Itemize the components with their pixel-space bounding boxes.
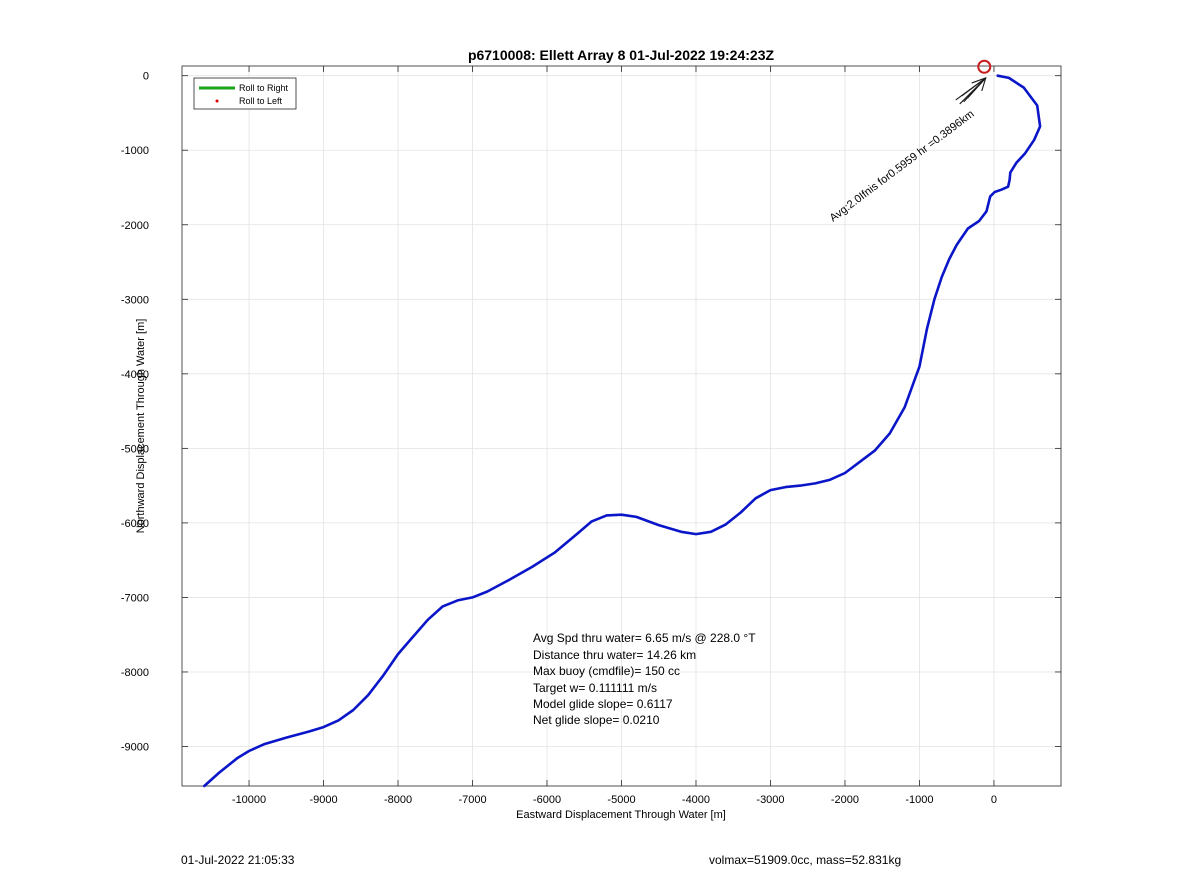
x-axis-label: Eastward Displacement Through Water [m] [516, 809, 726, 821]
y-axis-label: Northward Displacement Through Water [m] [135, 319, 147, 534]
current-vector [961, 77, 987, 97]
x-tick-label: -7000 [458, 794, 486, 806]
x-tick-label: -4000 [682, 794, 710, 806]
y-tick-label: -2000 [121, 220, 149, 232]
current-arrowhead [971, 77, 987, 92]
legend-box [193, 77, 297, 110]
stats-line: Target w= 0.111111 m/s [533, 681, 657, 695]
y-tick-label: -8000 [121, 667, 149, 679]
stats-line: Net glide slope= 0.0210 [533, 713, 660, 727]
x-tick-label: -6000 [533, 794, 561, 806]
y-tick-label: -7000 [121, 592, 149, 604]
x-tick-label: -8000 [384, 794, 412, 806]
stats-line: Distance thru water= 14.26 km [533, 648, 696, 662]
footer-timestamp: 01-Jul-2022 21:05:33 [181, 853, 295, 867]
stats-line: Max buoy (cmdfile)= 150 cc [533, 664, 680, 678]
x-tick-label: -1000 [905, 794, 933, 806]
legend-label-roll-left: Roll to Left [239, 96, 283, 106]
stats-line: Avg Spd thru water= 6.65 m/s @ 228.0 °T [533, 631, 756, 645]
y-tick-label: -1000 [121, 145, 149, 157]
x-tick-label: 0 [991, 794, 997, 806]
axis-ticks: -10000 -9000 -8000 -7000 -6000 -5000 -4000 -300… [121, 66, 1061, 806]
y-tick-label: -9000 [121, 741, 149, 753]
y-tick-label: -4000 [121, 369, 149, 381]
chart-title: p6710008: Ellett Array 8 01-Jul-2022 19:… [468, 47, 775, 63]
legend-swatch-roll-left [215, 99, 219, 103]
legend-label-roll-right: Roll to Right [239, 83, 289, 93]
x-tick-label: -5000 [607, 794, 635, 806]
series-layer [203, 59, 1042, 788]
track-line [203, 74, 1042, 788]
current-vector [967, 77, 987, 99]
annotation-layer [955, 77, 987, 105]
x-tick-label: -2000 [831, 794, 859, 806]
footer-summary: volmax=51909.0cc, mass=52.831kg [709, 853, 902, 867]
legend: Roll to Right Roll to Left [193, 77, 297, 110]
x-tick-label: -3000 [756, 794, 784, 806]
y-tick-label: -6000 [121, 518, 149, 530]
y-tick-label: -3000 [121, 294, 149, 306]
stats-annotation: Avg Spd thru water= 6.65 m/s @ 228.0 °T … [533, 631, 756, 727]
start-marker [977, 59, 992, 74]
stats-line: Model glide slope= 0.6117 [533, 697, 673, 711]
y-tick-label: -5000 [121, 443, 149, 455]
x-tick-label: -10000 [232, 794, 266, 806]
x-tick-label: -9000 [309, 794, 337, 806]
grid-lines [182, 66, 1061, 786]
y-tick-label: 0 [143, 71, 149, 83]
